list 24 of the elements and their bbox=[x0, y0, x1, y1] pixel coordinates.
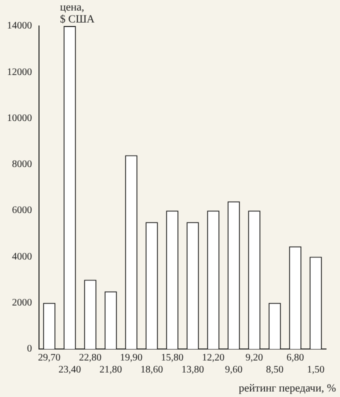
x-tick-label: 29,70 bbox=[38, 352, 60, 364]
y-axis-title: цена, $ США bbox=[60, 1, 95, 26]
x-tick-label: 9,20 bbox=[246, 352, 263, 364]
y-tick-label: 6000 bbox=[12, 205, 32, 216]
x-tick-label: 19,90 bbox=[120, 352, 142, 364]
y-tick-label: 14000 bbox=[7, 20, 32, 32]
x-tick-label: 1,50 bbox=[307, 364, 324, 376]
y-tick-label: 4000 bbox=[12, 251, 32, 262]
y-tick-label: 10000 bbox=[7, 112, 32, 124]
x-tick-label: 22,80 bbox=[79, 352, 102, 364]
x-tick-label: 9,60 bbox=[225, 364, 242, 376]
x-tick-label: 18,60 bbox=[140, 364, 163, 376]
y-tick-label: 2000 bbox=[12, 297, 32, 308]
x-axis-title: рейтинг передачи, % bbox=[238, 382, 336, 394]
x-tick-label: 13,80 bbox=[182, 364, 204, 376]
x-tick-label: 23,40 bbox=[58, 364, 81, 376]
x-tick-label: 15,80 bbox=[161, 352, 184, 364]
y-tick-label: 0 bbox=[27, 344, 32, 355]
y-tick-label: 8000 bbox=[12, 159, 32, 170]
x-tick-label: 12,20 bbox=[202, 352, 224, 364]
x-tick-label: 8,50 bbox=[266, 364, 284, 376]
y-tick-label: 12000 bbox=[7, 66, 32, 78]
x-tick-label: 21,80 bbox=[100, 364, 122, 376]
x-tick-label: 6,80 bbox=[286, 352, 304, 364]
